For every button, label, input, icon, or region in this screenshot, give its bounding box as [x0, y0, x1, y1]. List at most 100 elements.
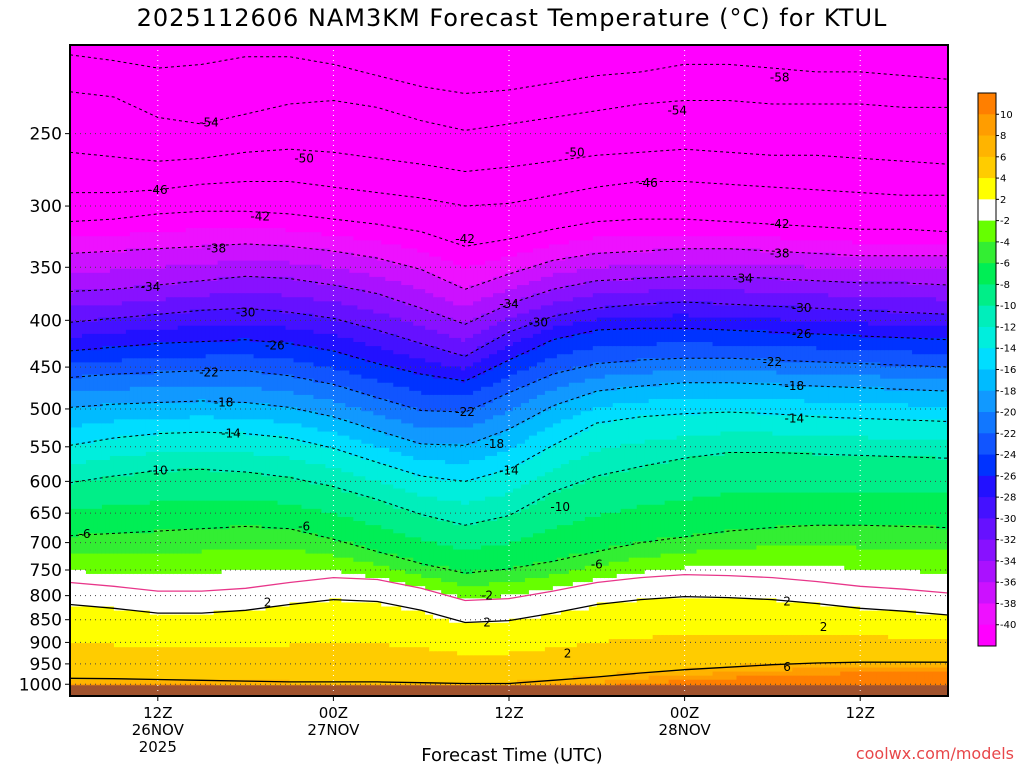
temperature-cell: [465, 598, 470, 624]
temperature-cell: [820, 280, 825, 294]
temperature-cell: [245, 293, 251, 311]
temperature-cell: [664, 370, 670, 384]
temperature-cell: [77, 236, 83, 254]
temperature-cell: [361, 256, 366, 274]
temperature-cell: [560, 45, 566, 245]
temperature-cell: [501, 569, 506, 583]
temperature-cell: [648, 236, 654, 254]
temperature-cell: [245, 370, 251, 388]
temperature-cell: [664, 415, 670, 441]
temperature-cell: [369, 256, 374, 278]
temperature-cell: [385, 333, 390, 351]
temperature-cell: [157, 248, 163, 270]
temperature-cell: [177, 264, 183, 282]
temperature-cell: [648, 252, 654, 266]
temperature-cell: [832, 350, 837, 363]
temperature-cell: [397, 488, 402, 510]
temperature-cell: [676, 289, 682, 302]
temperature-cell: [532, 435, 538, 457]
temperature-cell: [548, 407, 554, 429]
temperature-cell: [85, 443, 91, 461]
temperature-cell: [716, 329, 722, 347]
temperature-cell: [309, 45, 315, 233]
temperature-cell: [704, 667, 710, 677]
temperature-cell: [177, 403, 183, 420]
temperature-cell: [413, 512, 418, 538]
temperature-cell: [361, 325, 366, 343]
temperature-cell: [245, 260, 251, 278]
temperature-cell: [277, 390, 283, 408]
temperature-cell: [237, 610, 243, 648]
temperature-cell: [369, 276, 374, 294]
temperature-cell: [321, 45, 327, 237]
temperature-cell: [764, 370, 770, 384]
temperature-cell: [257, 419, 263, 437]
temperature-cell: [556, 386, 562, 404]
temperature-cell: [461, 504, 466, 526]
temperature-cell: [804, 309, 809, 323]
temperature-cell: [768, 398, 773, 416]
temperature-cell: [752, 431, 758, 453]
temperature-cell: [201, 679, 207, 685]
temperature-cell: [345, 289, 350, 307]
temperature-cell: [720, 289, 726, 307]
temperature-cell: [289, 423, 295, 441]
temperature-cell: [321, 236, 327, 250]
temperature-cell: [221, 529, 227, 551]
temperature-cell: [616, 472, 622, 514]
temperature-cell: [437, 500, 442, 522]
temperature-cell: [313, 464, 319, 486]
temperature-cell: [229, 647, 235, 681]
temperature-cell: [708, 264, 714, 278]
temperature-cell: [628, 545, 634, 559]
temperature-cell: [465, 525, 470, 551]
temperature-cell: [664, 317, 670, 331]
temperature-cell: [425, 516, 430, 542]
temperature-cell: [620, 236, 626, 254]
temperature-cell: [209, 325, 215, 343]
temperature-cell: [377, 500, 382, 526]
temperature-cell: [293, 529, 299, 551]
temperature-cell: [656, 634, 662, 673]
temperature-cell: [477, 598, 482, 624]
temperature-cell: [568, 370, 574, 384]
temperature-cell: [612, 362, 618, 376]
temperature-cell: [524, 354, 530, 372]
temperature-cell: [401, 533, 406, 559]
temperature-cell: [481, 280, 486, 298]
temperature-cell: [788, 362, 793, 376]
temperature-cell: [241, 244, 247, 262]
temperature-cell: [377, 602, 382, 644]
temperature-cell: [788, 346, 793, 363]
temperature-cell: [229, 610, 235, 648]
temperature-cell: [121, 455, 127, 477]
temperature-cell: [628, 45, 634, 237]
temperature-cell: [692, 358, 698, 372]
temperature-cell: [748, 264, 754, 278]
temperature-cell: [604, 362, 610, 376]
temperature-cell: [572, 675, 578, 685]
temperature-cell: [177, 325, 183, 343]
temperature-cell: [105, 533, 111, 555]
temperature-cell: [285, 276, 291, 298]
temperature-cell: [832, 333, 837, 351]
temperature-cell: [381, 350, 386, 368]
temperature-cell: [497, 337, 502, 351]
temperature-cell: [481, 358, 486, 376]
temperature-cell: [760, 382, 766, 400]
temperature-cell: [473, 525, 478, 551]
temperature-cell: [277, 309, 283, 327]
temperature-cell: [265, 419, 271, 437]
temperature-cell: [70, 272, 75, 294]
temperature-cell: [696, 301, 702, 319]
temperature-cell: [792, 525, 797, 547]
temperature-cell: [173, 529, 179, 555]
temperature-cell: [341, 285, 346, 306]
temperature-cell: [193, 647, 199, 681]
temperature-cell: [740, 305, 746, 319]
temperature-cell: [389, 297, 394, 319]
temperature-cell: [724, 598, 730, 636]
temperature-cell: [756, 264, 762, 278]
temperature-cell: [417, 252, 422, 270]
temperature-cell: [804, 293, 809, 311]
